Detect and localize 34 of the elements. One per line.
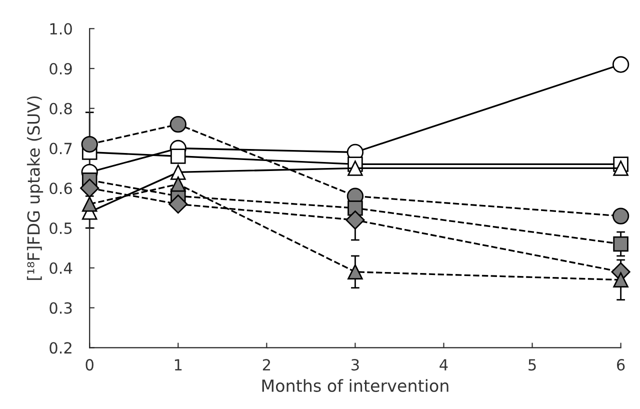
x-tick-label: 5 — [528, 359, 536, 371]
point — [80, 178, 100, 198]
point — [613, 160, 628, 176]
point — [168, 194, 188, 214]
point — [170, 148, 186, 164]
y-tick-label: 1.0 — [50, 23, 72, 35]
y-tick-label: 0.2 — [50, 342, 72, 354]
x-tick-label: 2 — [262, 359, 270, 370]
point — [82, 196, 98, 212]
point — [613, 272, 628, 288]
point — [348, 160, 363, 176]
x-tick-label: 0 — [86, 359, 94, 371]
point — [81, 136, 98, 153]
point — [612, 208, 630, 224]
x-tick-label: 6 — [617, 359, 625, 371]
point — [348, 264, 363, 280]
y-axis-title: [¹⁸F]FDG uptake (SUV) — [26, 96, 44, 280]
y-tick-label: 0.8 — [50, 102, 72, 114]
point — [170, 164, 186, 180]
x-tick-label: 4 — [440, 359, 448, 370]
y-tick-label: 0.3 — [50, 302, 72, 314]
point — [613, 236, 628, 252]
point — [170, 116, 186, 133]
x-tick-label: 1 — [174, 359, 182, 370]
y-tick-label: 0.6 — [50, 182, 72, 194]
point — [612, 56, 630, 73]
y-tick-label: 0.4 — [50, 262, 72, 274]
point — [346, 210, 365, 230]
y-tick-label: 0.5 — [50, 222, 72, 234]
point — [170, 176, 186, 192]
y-tick-label: 0.7 — [50, 142, 72, 154]
x-axis-title: Months of intervention — [262, 379, 448, 392]
x-tick-label: 3 — [352, 359, 359, 371]
y-tick-label: 0.9 — [50, 62, 72, 75]
